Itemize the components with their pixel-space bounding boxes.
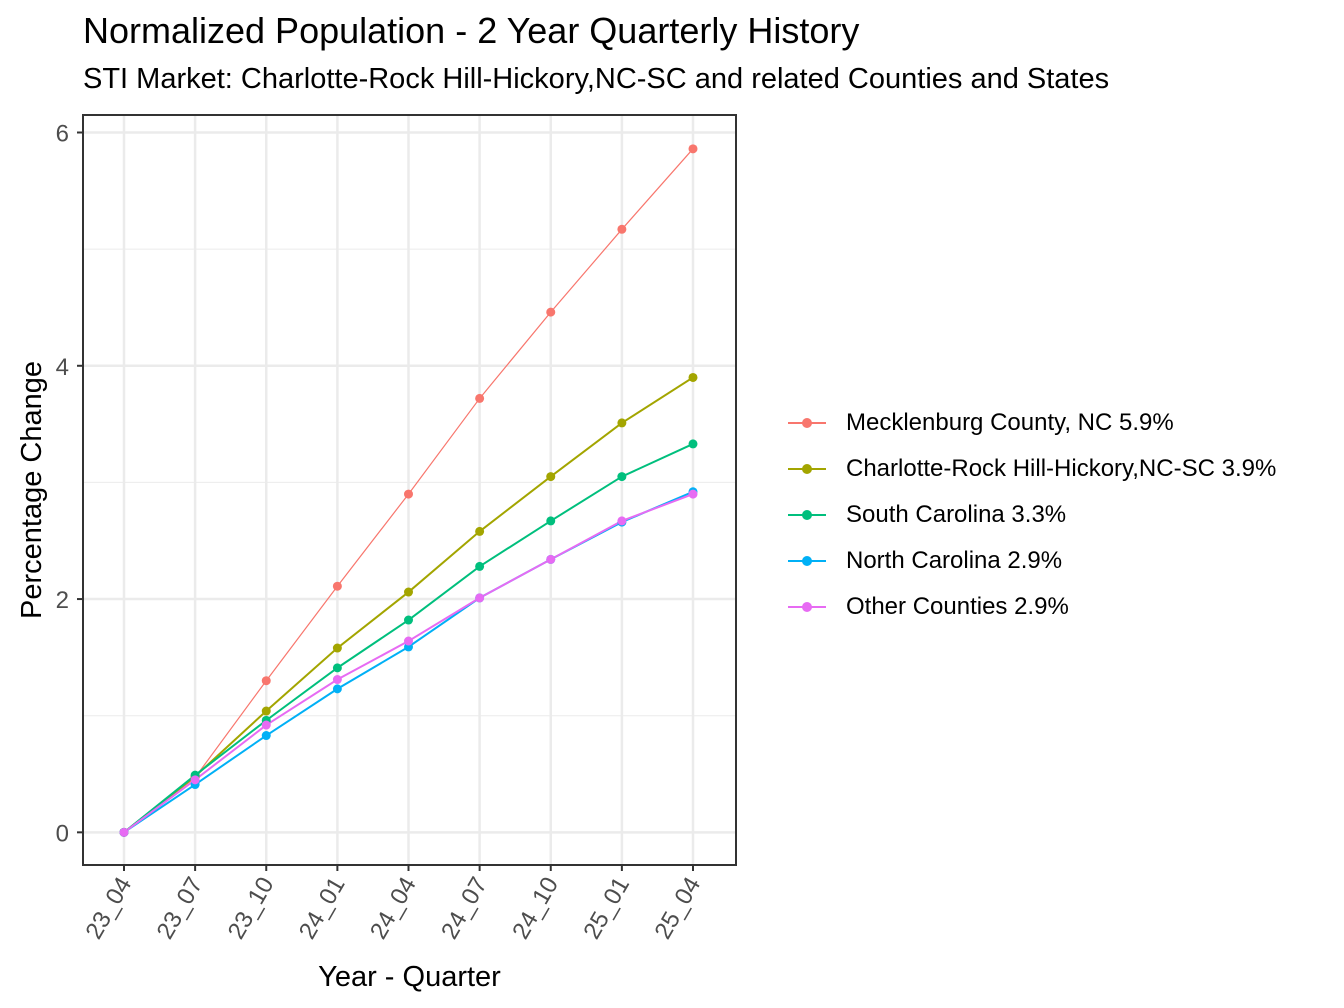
x-tick-label: 23_07 xyxy=(152,873,209,944)
x-tick-label: 24_01 xyxy=(294,873,351,944)
data-point xyxy=(546,516,556,526)
legend-key-icon xyxy=(788,454,826,484)
legend-item: Mecklenburg County, NC 5.9% xyxy=(788,408,1174,438)
x-tick-label: 24_10 xyxy=(507,873,564,944)
data-point xyxy=(261,731,271,741)
chart-subtitle: STI Market: Charlotte-Rock Hill-Hickory,… xyxy=(83,63,1110,95)
data-point xyxy=(261,676,271,686)
data-point xyxy=(404,489,413,499)
data-point xyxy=(546,307,556,317)
plot-border xyxy=(82,114,737,866)
data-point xyxy=(546,472,556,482)
y-tick-label: 0 xyxy=(56,820,69,847)
data-point xyxy=(332,663,342,673)
data-point xyxy=(475,593,485,603)
data-point xyxy=(404,615,413,625)
legend-label: Other Counties 2.9% xyxy=(846,593,1069,620)
y-tick-label: 6 xyxy=(56,120,69,147)
data-point xyxy=(261,706,271,716)
data-point xyxy=(332,684,342,694)
data-point xyxy=(688,489,698,499)
legend-label: North Carolina 2.9% xyxy=(846,547,1063,574)
legend-label: Charlotte-Rock Hill-Hickory,NC-SC 3.9% xyxy=(846,455,1277,482)
x-tick-label: 23_04 xyxy=(80,873,137,944)
data-point xyxy=(332,581,342,591)
data-point xyxy=(617,472,627,482)
data-point xyxy=(119,827,129,837)
data-point xyxy=(475,526,485,536)
y-axis-label: Percentage Change xyxy=(16,361,48,619)
legend-key-icon xyxy=(788,500,826,530)
legend-key-icon xyxy=(788,408,826,438)
y-tick-label: 4 xyxy=(56,354,69,381)
data-point xyxy=(475,393,485,403)
x-tick-label: 23_10 xyxy=(223,873,280,944)
data-point xyxy=(332,675,342,685)
data-point xyxy=(475,561,485,571)
data-point xyxy=(546,554,556,564)
data-point xyxy=(404,587,413,597)
legend-key-icon xyxy=(788,592,826,622)
data-point xyxy=(688,372,698,382)
x-tick-label: 24_07 xyxy=(436,873,493,944)
data-point xyxy=(617,224,627,234)
x-axis-label: Year - Quarter xyxy=(318,961,501,993)
data-point xyxy=(617,418,627,428)
data-point xyxy=(261,720,271,730)
data-point xyxy=(617,516,627,526)
y-tick-label: 2 xyxy=(56,587,69,614)
data-point xyxy=(190,775,200,785)
legend-item: South Carolina 3.3% xyxy=(788,500,1066,530)
legend-item: North Carolina 2.9% xyxy=(788,546,1062,576)
legend-item: Charlotte-Rock Hill-Hickory,NC-SC 3.9% xyxy=(788,454,1276,484)
legend-item: Other Counties 2.9% xyxy=(788,592,1069,622)
x-tick-label: 24_04 xyxy=(365,873,422,944)
data-point xyxy=(404,636,413,646)
chart-title: Normalized Population - 2 Year Quarterly… xyxy=(83,10,860,51)
legend-label: Mecklenburg County, NC 5.9% xyxy=(846,409,1174,436)
legend-key-icon xyxy=(788,546,826,576)
legend-label: South Carolina 3.3% xyxy=(846,501,1067,528)
data-point xyxy=(332,643,342,653)
x-tick-label: 25_04 xyxy=(649,873,706,944)
x-tick-label: 25_01 xyxy=(578,873,635,944)
data-point xyxy=(688,144,698,154)
data-point xyxy=(688,439,698,449)
